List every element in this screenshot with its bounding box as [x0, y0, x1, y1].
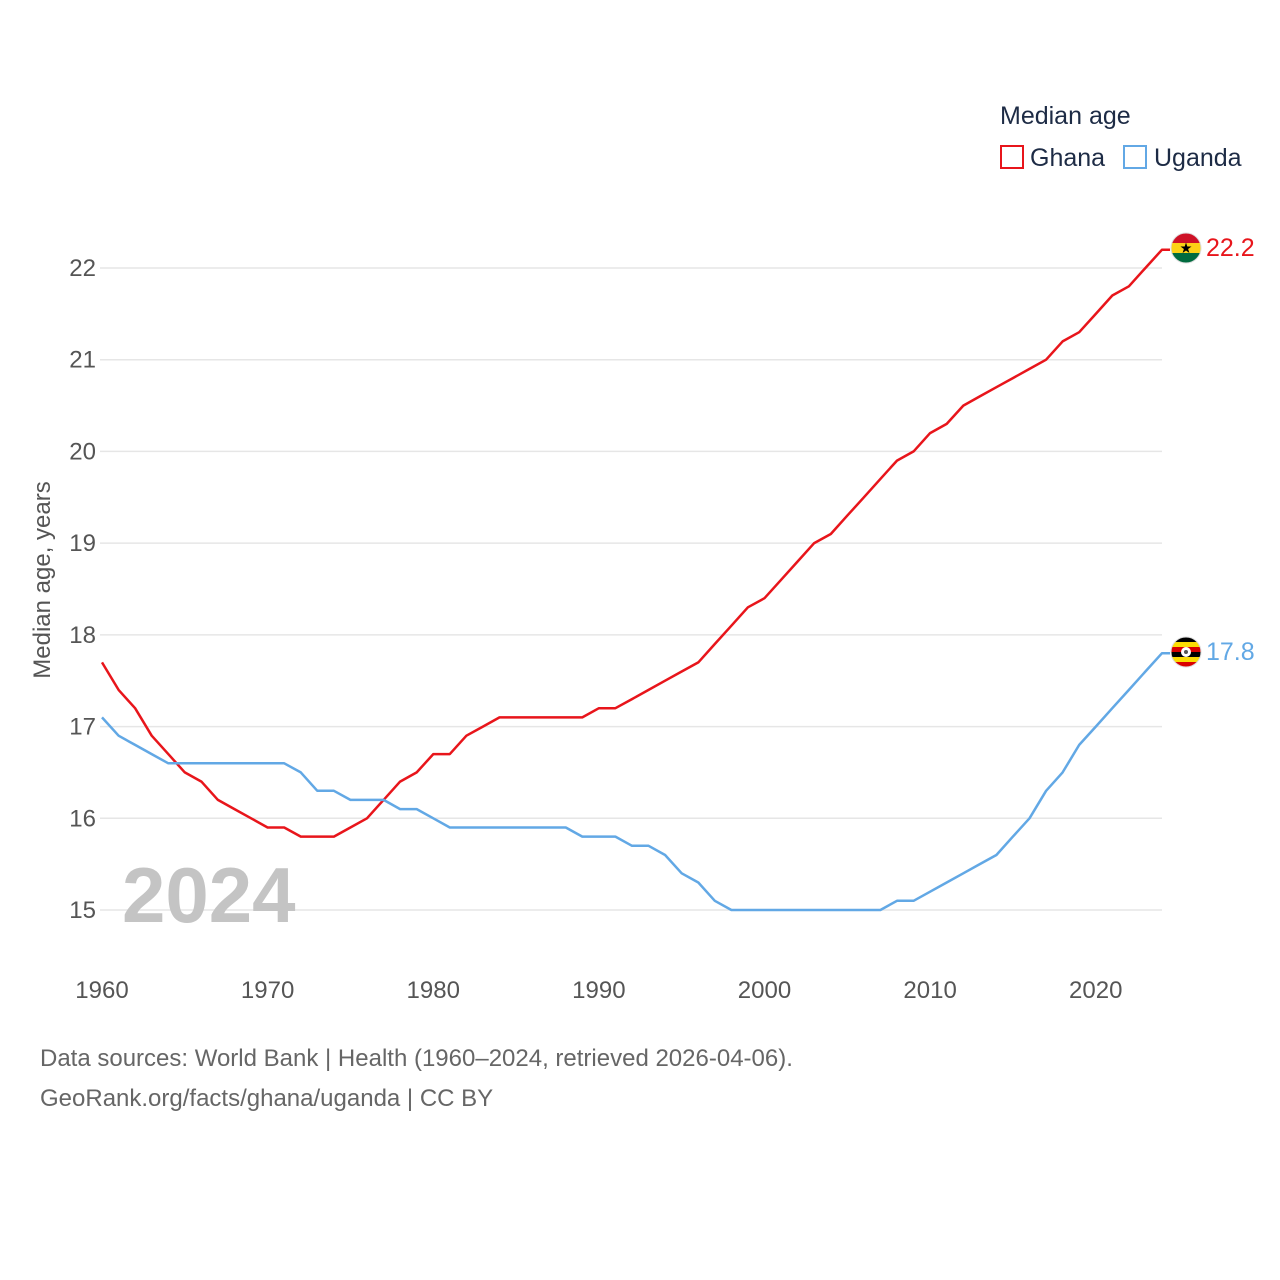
legend: Median age Ghana Uganda — [1000, 102, 1242, 172]
x-tick-label-2020: 2020 — [1069, 977, 1122, 1004]
grid-lines — [100, 267, 1162, 911]
uganda-flag-icon — [1171, 637, 1201, 667]
y-tick-label-20: 20 — [69, 438, 96, 465]
x-tick-label-1960: 1960 — [75, 977, 128, 1004]
uganda-end-value-label: 17.8 — [1206, 638, 1255, 666]
x-tick-label-1970: 1970 — [241, 977, 294, 1004]
ghana-flag-icon — [1171, 233, 1201, 263]
legend-title: Median age — [1000, 102, 1131, 130]
legend-label-ghana[interactable]: Ghana — [1030, 144, 1105, 172]
legend-swatch-ghana[interactable] — [1000, 145, 1024, 169]
x-tick-label-2000: 2000 — [738, 977, 791, 1004]
series-lines — [100, 248, 1170, 912]
ghana-end-value-label: 22.2 — [1206, 234, 1255, 262]
y-axis-ticks: 15 16 17 18 19 20 21 22 — [69, 255, 96, 924]
x-tick-label-2010: 2010 — [903, 977, 956, 1004]
source-link[interactable]: GeoRank.org/facts/ghana/uganda | CC BY — [40, 1085, 494, 1112]
y-axis-label: Median age, years — [29, 481, 56, 678]
y-tick-label-19: 19 — [69, 530, 96, 557]
x-tick-label-1990: 1990 — [572, 977, 625, 1004]
current-year-watermark: 2024 — [122, 851, 296, 939]
y-tick-label-18: 18 — [69, 622, 96, 649]
y-tick-label-17: 17 — [69, 714, 96, 741]
y-tick-label-15: 15 — [69, 897, 96, 924]
y-tick-label-21: 21 — [69, 347, 96, 374]
x-axis-ticks: 1960 1970 1980 1990 2000 2010 2020 — [75, 977, 1122, 1004]
legend-swatch-uganda[interactable] — [1123, 145, 1147, 169]
series-line-ghana[interactable] — [100, 248, 1170, 838]
x-tick-label-1980: 1980 — [407, 977, 460, 1004]
y-tick-label-22: 22 — [69, 255, 96, 282]
legend-label-uganda[interactable]: Uganda — [1154, 144, 1242, 172]
source-text: Data sources: World Bank | Health (1960–… — [40, 1045, 793, 1072]
y-tick-label-16: 16 — [69, 805, 96, 832]
series-line-uganda[interactable] — [101, 651, 1170, 912]
